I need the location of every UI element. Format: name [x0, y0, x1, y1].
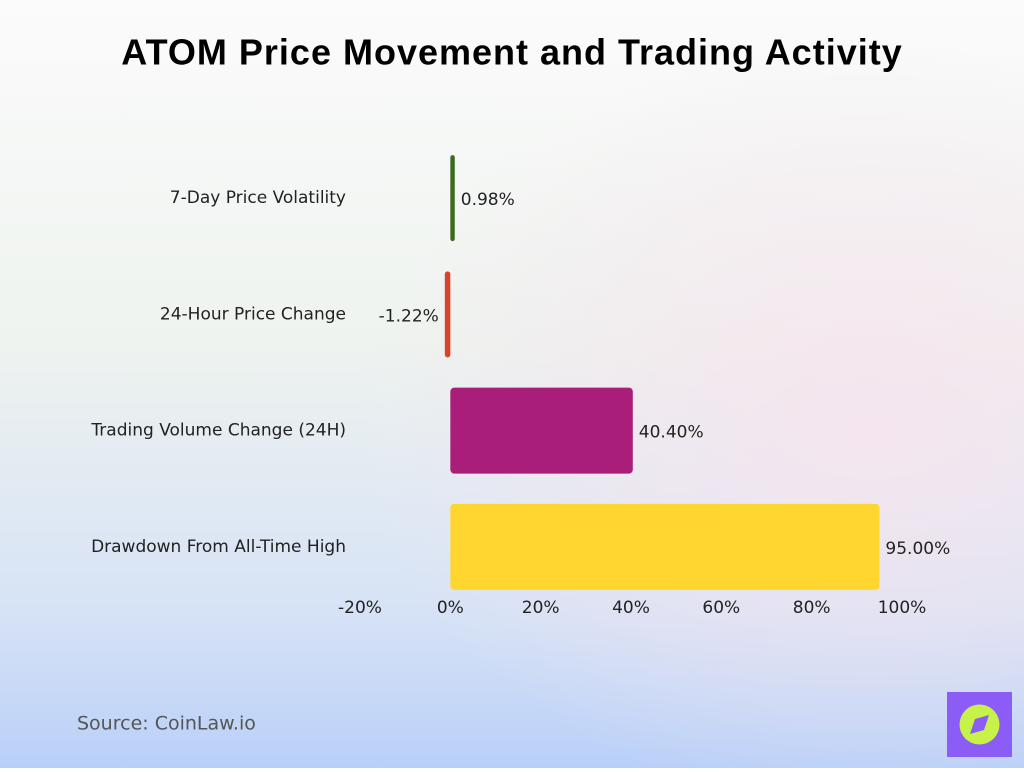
chart-title: ATOM Price Movement and Trading Activity: [121, 32, 902, 73]
value-label: 0.98%: [461, 190, 515, 210]
x-tick-label: 0%: [437, 598, 464, 618]
value-label: 95.00%: [885, 539, 950, 559]
category-label: Trading Volume Change (24H): [90, 421, 346, 441]
bar: [450, 387, 633, 474]
x-tick-label: 100%: [878, 598, 927, 618]
x-tick-label: -20%: [338, 598, 382, 618]
x-tick-label: 20%: [522, 598, 560, 618]
source: Source: CoinLaw.io: [77, 713, 256, 735]
value-label: 40.40%: [639, 423, 704, 443]
bar: [450, 503, 880, 590]
category-label: 24-Hour Price Change: [160, 304, 346, 324]
x-tick-label: 40%: [612, 598, 650, 618]
plot-area: -20% 0% 20% 40% 60% 80% 100% 7-Day Price Volati…: [90, 155, 950, 618]
bar: [444, 271, 451, 358]
x-tick-label: 60%: [702, 598, 740, 618]
logo: [947, 692, 1012, 757]
category-label: Drawdown From All-Time High: [91, 537, 346, 557]
x-tick-label: 80%: [793, 598, 831, 618]
bar: [450, 155, 455, 242]
category-label: 7-Day Price Volatility: [170, 188, 346, 208]
value-label: -1.22%: [379, 306, 439, 326]
